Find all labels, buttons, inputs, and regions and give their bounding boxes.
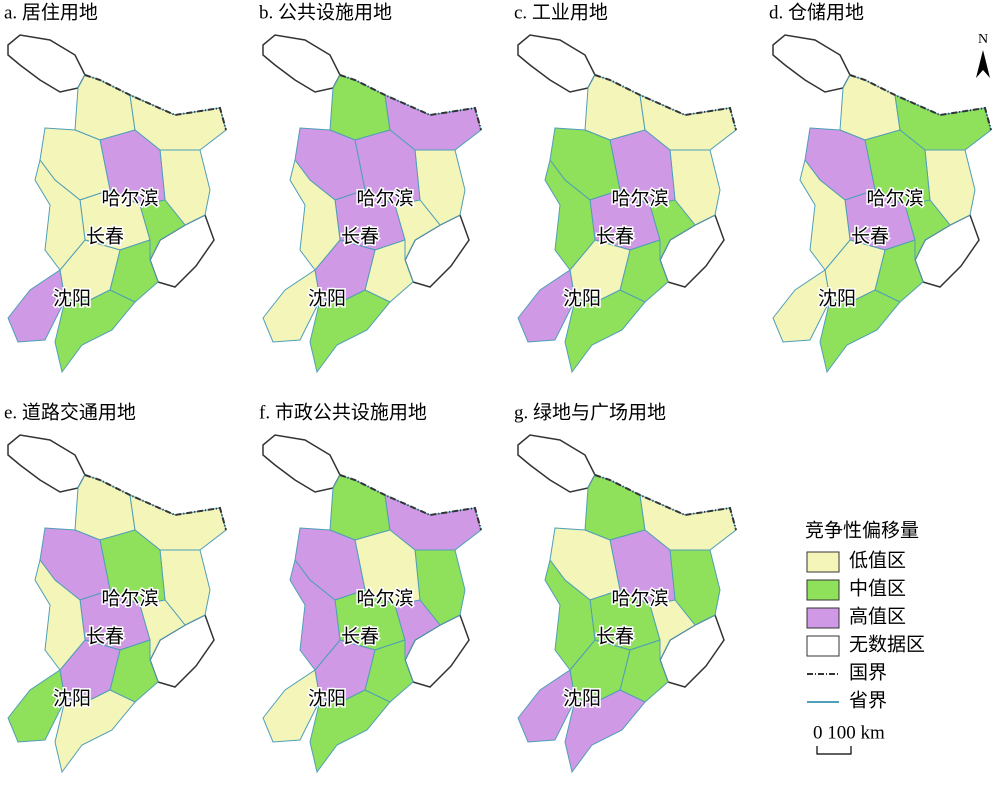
no-data-region	[517, 34, 596, 93]
national-border	[594, 474, 737, 531]
no-data-region	[7, 434, 86, 493]
north-label: N	[978, 32, 988, 47]
region	[289, 158, 341, 271]
legend-swatch	[806, 579, 840, 601]
panel-title: a. 居住用地	[4, 1, 98, 23]
panel-title: d. 仓储用地	[769, 1, 864, 23]
city-label: 长春	[341, 225, 379, 247]
no-data-region	[517, 434, 596, 493]
national-border	[849, 74, 992, 131]
legend-title: 竞争性偏移量	[805, 519, 919, 541]
region	[564, 289, 646, 374]
no-data-region	[7, 34, 86, 93]
legend-label: 低值区	[849, 549, 906, 571]
legend-label: 国界	[849, 662, 887, 683]
city-label: 长春	[86, 625, 124, 647]
no-data-region	[772, 34, 851, 93]
city-label: 哈尔滨	[356, 587, 413, 609]
city-label: 沈阳	[53, 687, 91, 709]
region	[54, 289, 136, 374]
city-label: 长春	[596, 625, 634, 647]
city-label: 沈阳	[308, 687, 346, 709]
region	[584, 74, 646, 141]
region	[544, 558, 596, 671]
national-border	[339, 74, 482, 131]
region	[34, 158, 86, 271]
city-label: 长春	[851, 225, 889, 247]
city-label: 沈阳	[308, 287, 346, 309]
legend-swatch	[806, 635, 840, 657]
city-label: 哈尔滨	[101, 587, 158, 609]
region	[74, 474, 136, 541]
legend-swatch	[806, 551, 840, 573]
city-label: 长春	[596, 225, 634, 247]
national-border	[84, 474, 227, 531]
city-label: 哈尔滨	[356, 187, 413, 209]
legend-label: 高值区	[849, 605, 906, 627]
region	[54, 689, 136, 774]
city-label: 长春	[341, 625, 379, 647]
scale-bar	[816, 746, 852, 755]
region	[309, 689, 391, 774]
region	[289, 558, 341, 671]
legend-label: 无数据区	[849, 633, 925, 655]
city-label: 沈阳	[563, 687, 601, 709]
city-label: 哈尔滨	[101, 187, 158, 209]
region	[309, 289, 391, 374]
legend-label: 中值区	[849, 577, 906, 599]
region	[584, 474, 646, 541]
national-border	[84, 74, 227, 131]
city-label: 哈尔滨	[611, 587, 668, 609]
legend-swatch	[806, 607, 840, 629]
legend-label: 省界	[849, 689, 887, 711]
region	[819, 289, 901, 374]
region	[34, 558, 86, 671]
region	[799, 158, 851, 271]
region	[329, 74, 391, 141]
region	[839, 74, 901, 141]
north-arrow	[976, 50, 990, 78]
city-label: 哈尔滨	[611, 187, 668, 209]
panel-title: g. 绿地与广场用地	[514, 401, 666, 423]
no-data-region	[262, 434, 341, 493]
panel-title: c. 工业用地	[514, 1, 608, 23]
city-label: 哈尔滨	[866, 187, 923, 209]
region	[544, 158, 596, 271]
panel-title: e. 道路交通用地	[4, 401, 136, 423]
city-label: 沈阳	[53, 287, 91, 309]
panel-title: f. 市政公共设施用地	[259, 401, 427, 423]
national-border	[339, 474, 482, 531]
panel-title: b. 公共设施用地	[259, 1, 392, 23]
national-border	[594, 74, 737, 131]
city-label: 沈阳	[818, 287, 856, 309]
city-label: 长春	[86, 225, 124, 247]
no-data-region	[262, 34, 341, 93]
region	[74, 74, 136, 141]
region	[564, 689, 646, 774]
city-label: 沈阳	[563, 287, 601, 309]
scale-label: 0 100 km	[813, 722, 885, 743]
region	[329, 474, 391, 541]
